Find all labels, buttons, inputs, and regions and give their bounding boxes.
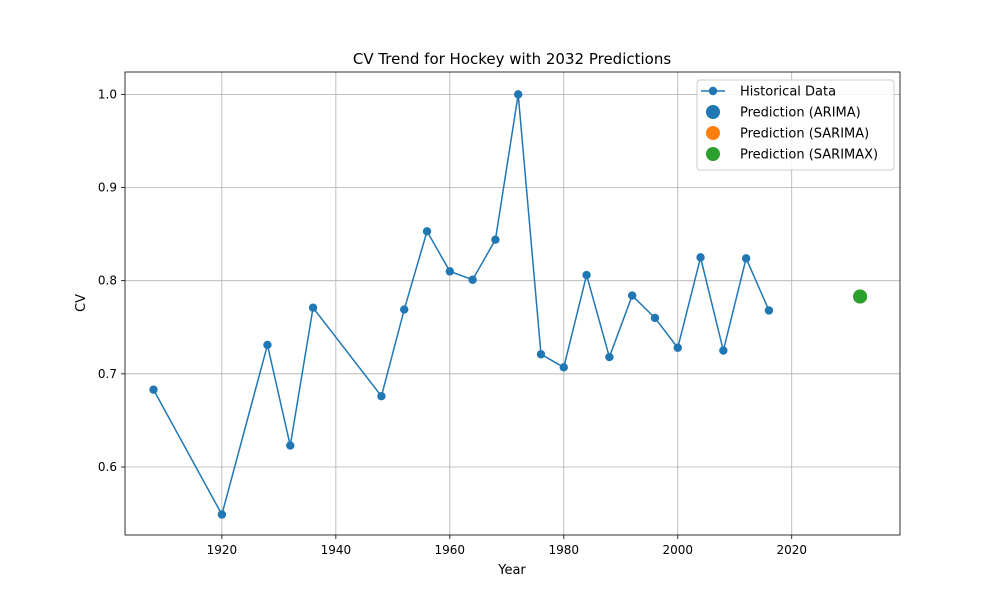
prediction-point (853, 289, 868, 304)
legend-marker (708, 86, 718, 96)
data-point (445, 267, 455, 276)
x-tick-label: 1960 (435, 543, 466, 557)
chart-title: CV Trend for Hockey with 2032 Prediction… (353, 50, 671, 68)
y-tick-label: 1.0 (98, 87, 117, 101)
data-point (422, 227, 432, 236)
data-point (673, 343, 682, 352)
legend-marker (706, 147, 720, 161)
y-tick-label: 0.6 (98, 460, 117, 474)
data-point (400, 305, 409, 314)
data-point (217, 510, 227, 519)
plot-frame (124, 71, 901, 536)
legend-label: Historical Data (740, 85, 836, 100)
legend-label: Prediction (SARIMAX) (740, 148, 878, 163)
data-point (559, 363, 568, 372)
data-point (263, 340, 272, 350)
data-point (536, 350, 546, 359)
y-axis-label: CV (74, 294, 89, 312)
data-point (650, 313, 660, 323)
series (149, 90, 868, 519)
legend-box (696, 79, 895, 171)
legend-marker (706, 126, 720, 140)
legend-label: Prediction (SARIMA) (740, 127, 869, 142)
x-tick-label: 1980 (549, 543, 580, 557)
data-point (605, 352, 614, 362)
series-line (152, 94, 770, 517)
legend-label: Prediction (ARIMA) (740, 106, 861, 121)
y-tick-label: 0.8 (98, 274, 117, 288)
data-point (582, 270, 591, 280)
x-tick-label: 1940 (321, 543, 352, 557)
data-point (627, 291, 637, 300)
data-point (468, 275, 477, 284)
data-point (696, 253, 705, 262)
y-tick-label: 0.7 (98, 367, 117, 381)
x-axis-label: Year (497, 563, 526, 578)
data-point (719, 346, 728, 355)
x-tick-label: 1920 (207, 543, 238, 557)
data-point (764, 306, 774, 315)
data-point (149, 385, 158, 394)
data-point (377, 391, 386, 401)
data-point (286, 441, 295, 450)
data-point (513, 90, 523, 99)
data-point (491, 235, 500, 244)
x-tick-label: 2000 (662, 543, 693, 557)
data-point (308, 303, 318, 312)
y-tick-label: 0.9 (98, 181, 117, 195)
legend-marker (706, 105, 720, 119)
axes: 1920 1940 1960 1980 2000 2020 0.6 0.7 0.8 0.9 1.0 (98, 71, 901, 557)
x-tick-label: 2020 (776, 543, 807, 557)
data-point (741, 254, 751, 263)
legend: Historical Data Prediction (ARIMA) Predict… (696, 79, 895, 171)
